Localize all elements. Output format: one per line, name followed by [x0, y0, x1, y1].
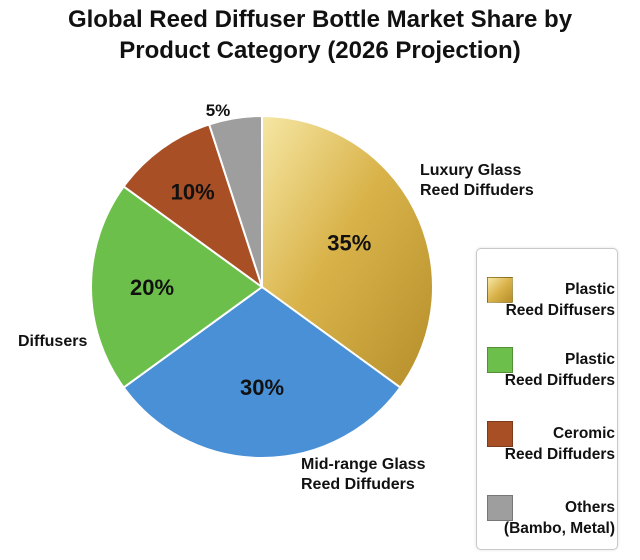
pie-value-label-3: 20% — [130, 275, 174, 300]
legend-text-1: Plastic Reed Diffusers — [487, 279, 615, 321]
legend-text-1-line-1: Plastic — [565, 281, 615, 298]
legend-swatch-2 — [487, 347, 513, 373]
legend-swatch-3 — [487, 421, 513, 447]
legend-item-3: Ceromic Reed Diffuders — [487, 419, 615, 463]
legend-text-4: Others (Bambo, Metal) — [487, 497, 615, 539]
legend-text-4-line-2: (Bambo, Metal) — [503, 520, 615, 537]
legend-text-4-line-1: Others — [565, 499, 615, 516]
pie-category-label-2: Mid-range Glass Reed Diffuders — [301, 456, 426, 493]
legend-text-3-line-2: Reed Diffuders — [504, 446, 615, 463]
pie-value-label-1: 35% — [327, 231, 371, 256]
pie-value-label-4: 10% — [171, 180, 215, 205]
pie-category-label-1: Luxury Glass Reed Diffuders — [420, 162, 534, 199]
legend-text-2-line-2: Reed Diffuders — [504, 372, 615, 389]
pie-slices — [90, 114, 434, 459]
chart-title-line-2: Product Category (2026 Projection) — [119, 37, 521, 64]
legend-text-3-line-1: Ceromic — [552, 425, 615, 442]
legend-text-2-line-1: Plastic — [565, 351, 615, 368]
legend-item-2: Plastic Reed Diffuders — [487, 345, 615, 389]
legend-text-1-line-2: Reed Diffusers — [505, 302, 615, 319]
chart-title-line-1: Global Reed Diffuser Bottle Market Share… — [67, 6, 573, 33]
legend-swatch-1 — [487, 277, 513, 303]
chart-title: Global Reed Diffuser Bottle Market Share… — [0, 4, 640, 66]
pie-slice-2 — [122, 285, 402, 459]
legend-text-2: Plastic Reed Diffuders — [487, 349, 615, 391]
pie-slice-5 — [207, 114, 263, 288]
legend-text-3: Ceromic Reed Diffuders — [487, 423, 615, 465]
pie-slice-4 — [122, 123, 264, 290]
pie-category-label-3: Diffusers — [18, 333, 87, 350]
legend-item-4: Others (Bambo, Metal) — [487, 493, 615, 537]
pie-value-labels: 35% 30% 20% 10% 5% — [130, 101, 371, 400]
legend: Plastic Reed Diffusers Plastic Reed Diff… — [476, 248, 618, 550]
pie-slice-3 — [90, 185, 264, 389]
pie-category-labels: Luxury Glass Reed Diffuders Mid-range Glas… — [18, 162, 534, 493]
pie-value-label-2: 30% — [240, 375, 284, 400]
legend-swatch-4 — [487, 495, 513, 521]
pie-slice-1 — [261, 114, 434, 389]
legend-item-1: Plastic Reed Diffusers — [487, 275, 615, 319]
pie-value-label-5: 5% — [206, 101, 231, 120]
